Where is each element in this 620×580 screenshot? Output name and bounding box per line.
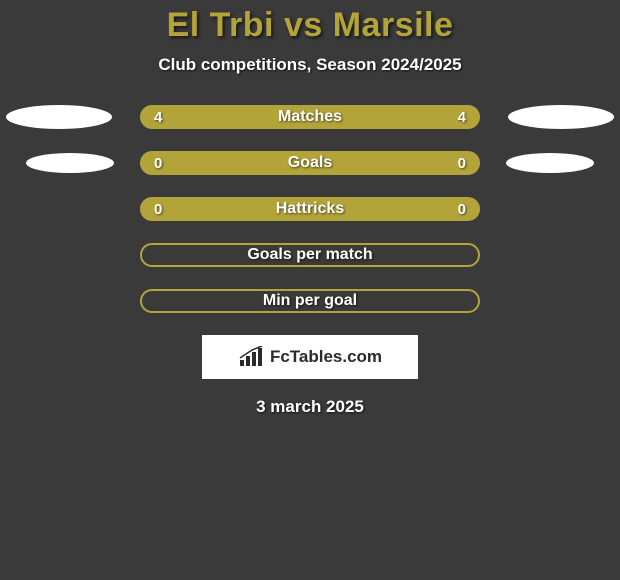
stat-value-right: 0 <box>458 201 466 218</box>
stat-bar: Min per goal <box>140 289 480 313</box>
subtitle: Club competitions, Season 2024/2025 <box>0 55 620 75</box>
chart-icon <box>238 346 266 368</box>
stat-row: 0 Hattricks 0 <box>0 197 620 221</box>
comparison-card: El Trbi vs Marsile Club competitions, Se… <box>0 0 620 417</box>
stat-label: Goals per match <box>247 246 372 264</box>
stat-label: Matches <box>278 108 342 126</box>
source-badge: FcTables.com <box>202 335 418 379</box>
player-marker-right <box>506 153 594 173</box>
stat-row: Min per goal <box>0 289 620 313</box>
stat-row: 4 Matches 4 <box>0 105 620 129</box>
stat-label: Hattricks <box>276 200 344 218</box>
player-marker-right <box>508 105 614 129</box>
stat-bar: Goals per match <box>140 243 480 267</box>
stat-bar: 4 Matches 4 <box>140 105 480 129</box>
stat-row: Goals per match <box>0 243 620 267</box>
badge-text: FcTables.com <box>270 347 382 367</box>
player-marker-left <box>6 105 112 129</box>
stat-value-left: 0 <box>154 201 162 218</box>
stat-label: Goals <box>288 154 332 172</box>
player-marker-left <box>26 153 114 173</box>
stats-list: 4 Matches 4 0 Goals 0 0 Hattricks 0 Goals per mat… <box>0 105 620 313</box>
stat-value-right: 0 <box>458 155 466 172</box>
stat-value-right: 4 <box>458 109 466 126</box>
stat-value-left: 4 <box>154 109 162 126</box>
stat-bar: 0 Goals 0 <box>140 151 480 175</box>
stat-label: Min per goal <box>263 292 357 310</box>
page-title: El Trbi vs Marsile <box>0 6 620 45</box>
stat-value-left: 0 <box>154 155 162 172</box>
date-text: 3 march 2025 <box>0 397 620 417</box>
stat-bar: 0 Hattricks 0 <box>140 197 480 221</box>
stat-row: 0 Goals 0 <box>0 151 620 175</box>
